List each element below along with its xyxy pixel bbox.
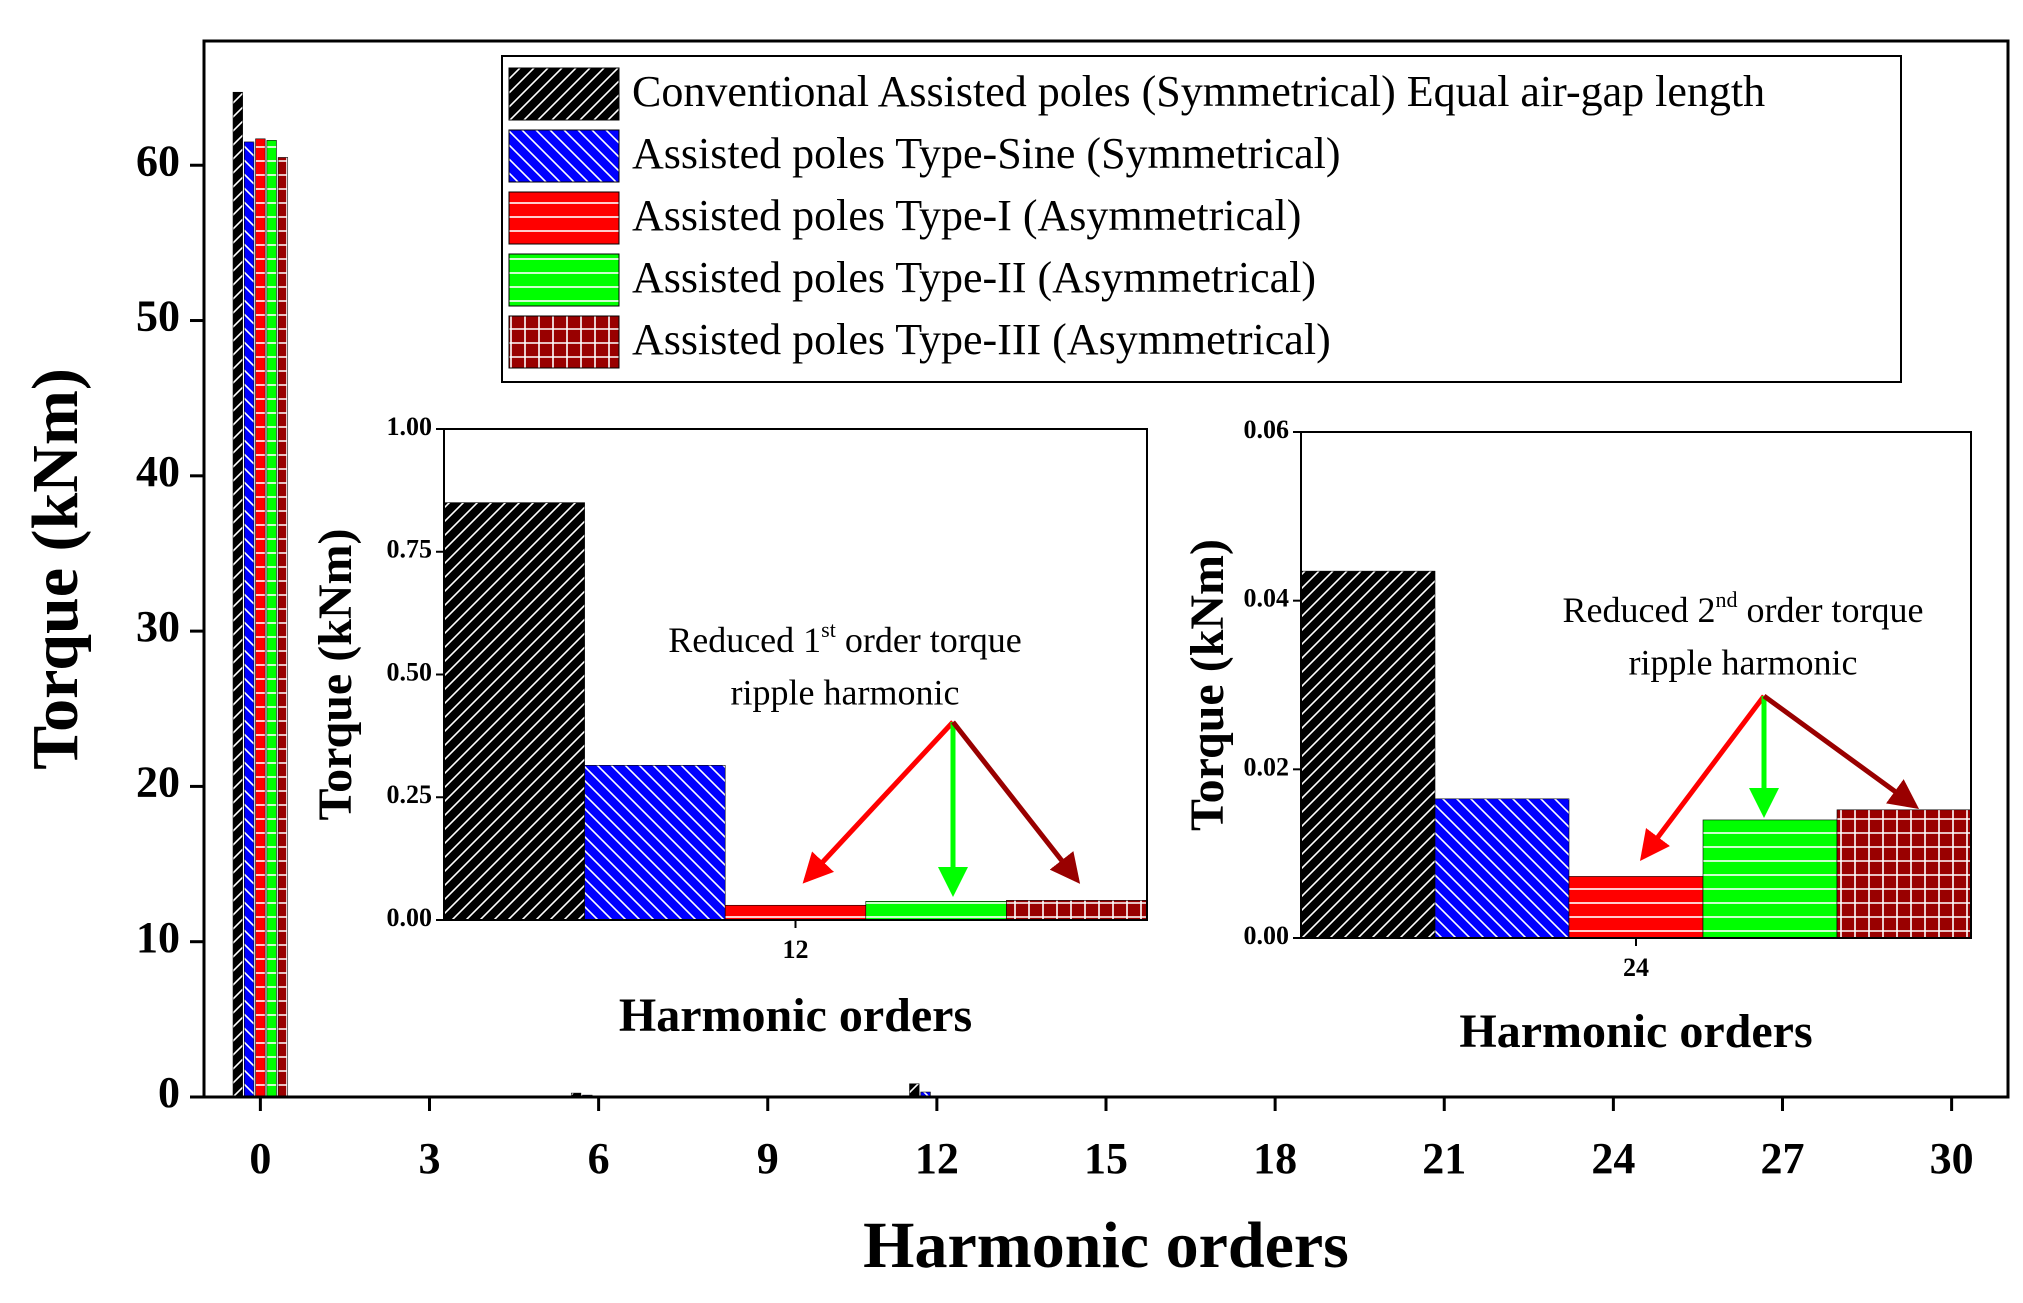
arrow [1639,694,1766,861]
bar [865,901,1007,921]
legend-swatch [508,67,620,121]
y-tick-label: 40 [136,447,180,496]
bar [255,138,266,1098]
bar [443,502,585,921]
legend-swatch [508,253,620,307]
bar [266,140,277,1098]
chart: 12 0.00 0.25 0.50 0.75 1.00 Harmonic orders Tor… [309,412,1148,1042]
legend-box [501,55,1902,383]
bar [724,904,867,921]
x-tick-label: 0 [249,1134,271,1183]
annotation-sup: st [821,617,836,642]
annotation-text: order torque [1738,590,1924,630]
y-axis-title: Torque (kNm) [309,528,362,820]
annotation-text: Reduced 1 [668,620,821,660]
x-tick-label: 18 [1253,1134,1297,1183]
annotation: Reduced 1st order torque [668,617,1022,660]
y-tick-label: 30 [136,602,180,651]
y-axis-title: Torque (kNm) [19,368,92,770]
x-axis-title: Harmonic orders [619,989,972,1042]
y-tick-label: 0 [158,1068,180,1117]
legend-swatch [508,315,620,369]
x-axis-title: Harmonic orders [1459,1005,1812,1058]
arrow [802,720,955,884]
y-tick-label: 0.04 [1244,584,1290,613]
x-tick-label: 24 [1623,953,1649,982]
bar [909,1083,920,1098]
bar [1006,900,1148,921]
y-tick-label: 0.00 [1244,921,1290,950]
annotation-text: order torque [836,620,1022,660]
legend-label: Conventional Assisted poles (Symmetrical… [632,67,1765,116]
plot-frame [443,428,1148,921]
y-tick-label: 50 [136,292,180,341]
annotation: Reduced 2nd order torque [1563,587,1924,630]
x-tick-label: 6 [588,1134,610,1183]
x-axis-title: Harmonic orders [863,1209,1349,1282]
legend-swatch [508,129,620,183]
chart: 0 3 6 9 12 15 18 21 24 27 30 0 10 20 30 40 50 60 Harmonic … [19,39,2010,1282]
x-tick-label: 30 [1930,1134,1974,1183]
bar [232,91,243,1098]
bar [1300,570,1436,939]
y-tick-label: 0.25 [387,780,433,809]
x-tick-label: 21 [1422,1134,1466,1183]
y-tick-label: 10 [136,913,180,962]
y-tick-label: 1.00 [387,412,433,441]
legend-label: Assisted poles Type-II (Asymmetrical) [632,253,1316,302]
bar [277,157,289,1098]
y-tick-label: 0.00 [387,903,433,932]
chart: 24 0.00 0.02 0.04 0.06 Harmonic orders Torque … [1181,415,1972,1058]
y-tick-label: 0.06 [1244,415,1290,444]
bar [1702,819,1838,939]
x-tick-label: 24 [1591,1134,1635,1183]
x-tick-label: 9 [757,1134,779,1183]
y-tick-label: 60 [136,136,180,185]
bar [1836,809,1972,939]
bar [1434,798,1570,939]
arrow [1762,693,1920,809]
arrows [802,693,1920,897]
annotation-sup: nd [1716,587,1738,612]
y-tick-label: 20 [136,758,180,807]
x-tick-label: 12 [783,935,809,964]
x-tick-label: 15 [1084,1134,1128,1183]
y-tick-label: 0.50 [387,657,433,686]
x-tick-label: 12 [915,1134,959,1183]
y-axis-title: Torque (kNm) [1181,539,1234,831]
y-tick-label: 0.75 [387,535,433,564]
bar [584,765,726,921]
legend-label: Assisted poles Type-III (Asymmetrical) [632,315,1331,364]
bar [1568,876,1704,939]
x-tick-label: 3 [419,1134,441,1183]
annotation-text: Reduced 2 [1563,590,1716,630]
arrow [951,720,1081,884]
plot-frame [1300,431,1972,939]
y-tick-label: 0.02 [1244,752,1290,781]
annotation: ripple harmonic [731,672,960,712]
legend-swatch [508,191,620,245]
annotation: ripple harmonic [1629,642,1858,682]
legend-label: Assisted poles Type-I (Asymmetrical) [632,191,1301,240]
bar [244,141,255,1098]
x-tick-label: 27 [1761,1134,1805,1183]
plot-frame [202,39,2010,1099]
legend-label: Assisted poles Type-Sine (Symmetrical) [632,129,1341,178]
